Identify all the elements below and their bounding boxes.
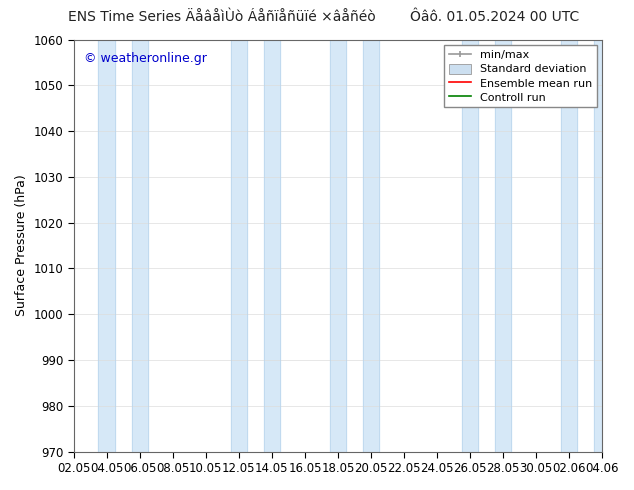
Text: © weatheronline.gr: © weatheronline.gr <box>84 52 207 65</box>
Text: Ôâô. 01.05.2024 00 UTC: Ôâô. 01.05.2024 00 UTC <box>410 10 579 24</box>
Bar <box>131 40 148 452</box>
Bar <box>495 40 512 452</box>
Legend: min/max, Standard deviation, Ensemble mean run, Controll run: min/max, Standard deviation, Ensemble me… <box>444 45 597 107</box>
Y-axis label: Surface Pressure (hPa): Surface Pressure (hPa) <box>15 175 28 317</box>
Bar <box>264 40 280 452</box>
Text: ENS Time Series ÄåâåìÙò Áåñïåñüïé ×âåñéò: ENS Time Series ÄåâåìÙò Áåñïåñüïé ×âåñéò <box>68 10 376 24</box>
Bar <box>462 40 479 452</box>
Bar <box>231 40 247 452</box>
Bar <box>330 40 346 452</box>
Bar <box>561 40 578 452</box>
Bar <box>594 40 611 452</box>
Bar <box>98 40 115 452</box>
Bar <box>363 40 379 452</box>
